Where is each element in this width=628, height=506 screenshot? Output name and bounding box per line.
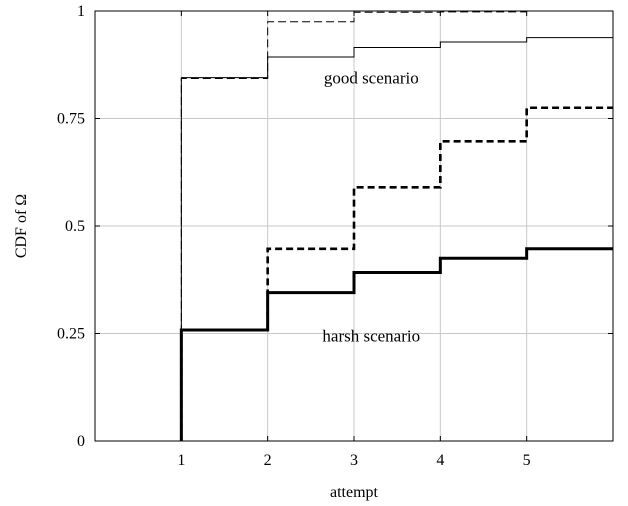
series-line-good-solid-thin [180, 37, 613, 441]
x-tick-labels: 1 2 3 4 5 [177, 452, 530, 469]
y-tick-labels: 0 0.25 0.5 0.75 1 [57, 3, 85, 450]
x-axis-label: attempt [330, 484, 379, 501]
annotation-good-scenario: good scenario [324, 69, 419, 88]
series-line-harsh-dashed-thick [180, 106, 613, 441]
tick-marks [95, 10, 613, 442]
x-tick-label: 5 [523, 452, 531, 469]
x-tick-label: 3 [350, 452, 358, 469]
y-tick-label: 0.5 [65, 218, 85, 235]
y-tick-label: 0 [77, 433, 85, 450]
annotation-harsh-scenario: harsh scenario [322, 327, 420, 346]
x-tick-label: 4 [436, 452, 444, 469]
y-tick-label: 0.25 [57, 326, 85, 343]
y-axis-label: CDF of Ω [13, 194, 30, 258]
x-tick-label: 2 [264, 452, 272, 469]
y-tick-label: 1 [77, 3, 85, 20]
y-tick-label: 0.75 [57, 111, 85, 128]
x-tick-label: 1 [177, 452, 185, 469]
